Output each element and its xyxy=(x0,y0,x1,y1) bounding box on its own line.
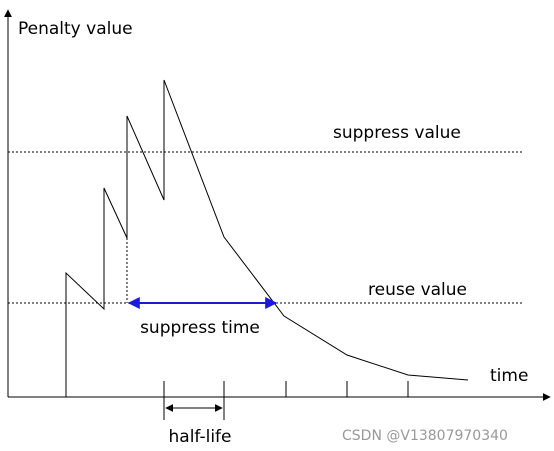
x-ticks xyxy=(163,381,409,420)
penalty-curve xyxy=(65,79,469,397)
half-life-label: half-life xyxy=(169,427,232,447)
suppress-time-label: suppress time xyxy=(140,318,260,338)
y-axis-label: Penalty value xyxy=(18,19,133,39)
suppress-label: suppress value xyxy=(333,123,461,143)
reuse-label: reuse value xyxy=(368,280,467,300)
x-axis-label: time xyxy=(490,366,528,386)
watermark: CSDN @V13807970340 xyxy=(342,428,508,444)
